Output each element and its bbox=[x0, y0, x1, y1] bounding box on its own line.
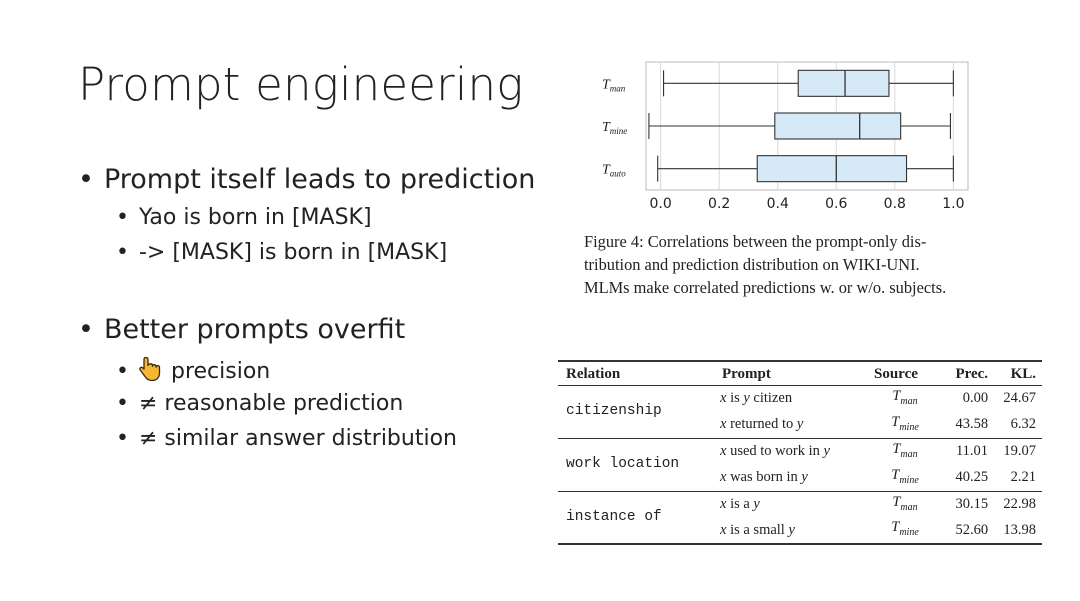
bullet-dot: • bbox=[116, 205, 129, 230]
sub-bullet: • precision bbox=[116, 356, 270, 388]
bullet-dot: • bbox=[78, 314, 94, 345]
relation-cell: citizenship bbox=[566, 403, 662, 420]
prompt-cell: x used to work in y bbox=[720, 443, 830, 460]
bullet-dot: • bbox=[116, 391, 129, 416]
box-iqr bbox=[756, 155, 908, 183]
kl-cell: 13.98 bbox=[1003, 521, 1036, 538]
y-category-label: Tman bbox=[602, 77, 626, 93]
kl-cell: 2.21 bbox=[1010, 469, 1036, 486]
kl-cell: 24.67 bbox=[1003, 390, 1036, 407]
results-table: Relation Prompt Source Prec. KL. citizen… bbox=[558, 360, 1042, 545]
figure-caption: Figure 4: Correlations between the promp… bbox=[584, 230, 1024, 299]
boxplot-chart: 0.0 0.2 0.4 0.6 0.8 1.0 Tman Tmine Tauto bbox=[590, 60, 980, 220]
relation-cell: work location bbox=[566, 456, 680, 473]
prompt-cell: x is y citizen bbox=[720, 390, 793, 407]
x-tick-label: 0.0 bbox=[650, 196, 672, 212]
kl-cell: 6.32 bbox=[1010, 416, 1036, 433]
prec-cell: 0.00 bbox=[962, 390, 989, 407]
prec-cell: 11.01 bbox=[955, 443, 989, 460]
pointing-hand-icon bbox=[139, 356, 163, 388]
caption-line: MLMs make correlated predictions w. or w… bbox=[584, 278, 947, 297]
relation-cell: instance of bbox=[566, 508, 662, 525]
source-cell: Tmine bbox=[891, 413, 919, 433]
bullet-dot: • bbox=[116, 426, 129, 451]
sub-bullet: • Yao is born in [MASK] bbox=[116, 205, 372, 230]
slide-title: Prompt engineering bbox=[78, 58, 524, 111]
kl-cell: 19.07 bbox=[1003, 443, 1036, 460]
source-cell: Tmine bbox=[891, 519, 919, 539]
sub-bullet: • ≠ reasonable prediction bbox=[116, 391, 404, 416]
x-tick-label: 0.6 bbox=[825, 196, 847, 212]
header-prec: Prec. bbox=[955, 366, 989, 382]
source-cell: Tman bbox=[892, 388, 918, 407]
bullet-prompt-itself: • Prompt itself leads to prediction bbox=[78, 164, 536, 195]
table-row: x was born in y Tmine 40.25 2.21 bbox=[558, 465, 1042, 491]
table-row: instance of x is a y Tman 30.15 22.98 bbox=[558, 491, 1042, 525]
header-relation: Relation bbox=[566, 366, 621, 382]
source-cell: Tman bbox=[892, 440, 918, 460]
x-tick-label: 1.0 bbox=[942, 196, 964, 212]
box-iqr bbox=[774, 112, 902, 140]
prec-cell: 30.15 bbox=[955, 496, 989, 512]
header-prompt: Prompt bbox=[722, 366, 771, 382]
source-cell: Tmine bbox=[891, 466, 919, 486]
bullet-dot: • bbox=[116, 240, 129, 265]
table-row: citizenship x is y citizen Tman 0.00 24.67 bbox=[558, 385, 1042, 419]
bullet-dot: • bbox=[116, 359, 129, 384]
x-tick-label: 0.8 bbox=[884, 196, 906, 212]
source-cell: Tman bbox=[892, 493, 918, 513]
bullet-dot: • bbox=[78, 164, 94, 195]
prec-cell: 43.58 bbox=[955, 416, 989, 433]
caption-line: Figure 4: Correlations between the promp… bbox=[584, 232, 927, 251]
plot-frame bbox=[645, 61, 969, 191]
x-tick-label: 0.2 bbox=[708, 196, 730, 212]
header-kl: KL. bbox=[1010, 366, 1036, 382]
prompt-cell: x was born in y bbox=[720, 469, 808, 486]
y-category-label: Tmine bbox=[602, 120, 627, 136]
table-row: work location x used to work in y Tman 11.0… bbox=[558, 438, 1042, 472]
table-row: x returned to y Tmine 43.58 6.32 bbox=[558, 412, 1042, 438]
x-tick-label: 0.4 bbox=[767, 196, 789, 212]
bullet-better-prompts: • Better prompts overfit bbox=[78, 314, 406, 345]
kl-cell: 22.98 bbox=[1003, 496, 1036, 512]
header-source: Source bbox=[874, 366, 918, 382]
table-header-row: Relation Prompt Source Prec. KL. bbox=[558, 361, 1042, 386]
sub-bullet: • -> [MASK] is born in [MASK] bbox=[116, 240, 448, 265]
prec-cell: 52.60 bbox=[955, 521, 989, 538]
y-category-label: Tauto bbox=[602, 163, 626, 179]
caption-line: tribution and prediction distribution on… bbox=[584, 255, 920, 274]
prompt-cell: x is a small y bbox=[720, 521, 795, 538]
box-iqr bbox=[797, 69, 890, 97]
prompt-cell: x is a y bbox=[720, 496, 760, 512]
prompt-cell: x returned to y bbox=[720, 416, 804, 433]
prec-cell: 40.25 bbox=[955, 469, 989, 486]
table-row: x is a small y Tmine 52.60 13.98 bbox=[558, 517, 1042, 545]
sub-bullet: • ≠ similar answer distribution bbox=[116, 426, 457, 451]
boxplot-svg: 0.0 0.2 0.4 0.6 0.8 1.0 Tman Tmine Tauto bbox=[602, 61, 969, 212]
